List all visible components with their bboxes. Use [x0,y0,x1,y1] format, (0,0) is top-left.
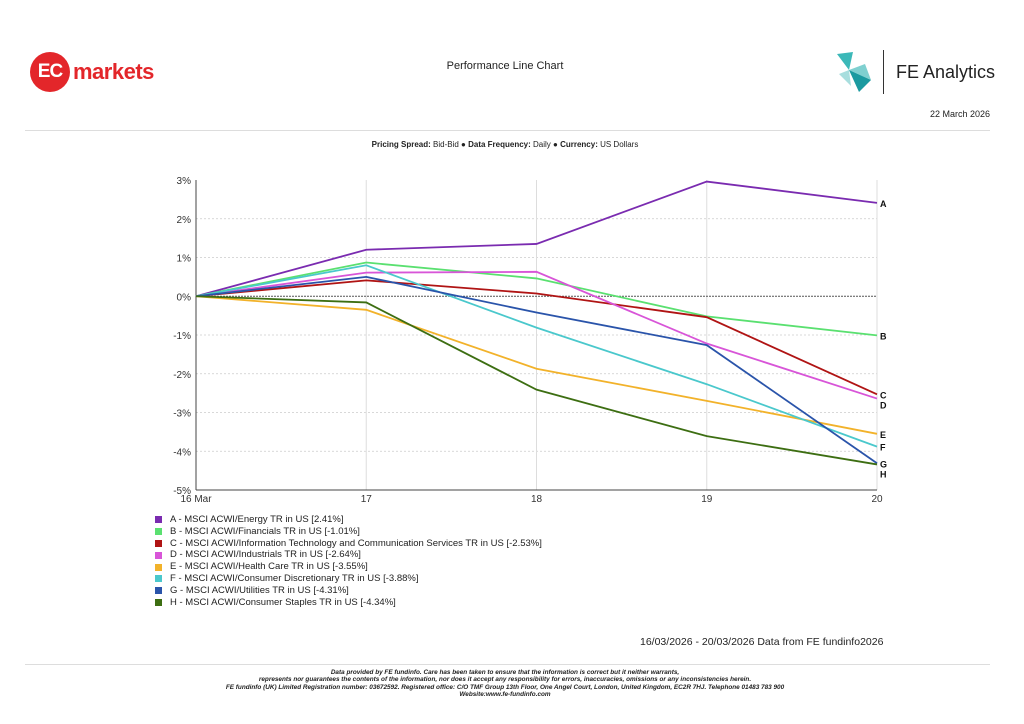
legend-label: B - MSCI ACWI/Financials TR in US [-1.01… [170,525,360,537]
series-line-a [195,180,878,298]
legend-item: C - MSCI ACWI/Information Technology and… [155,538,542,550]
report-date: 22 March 2026 [929,109,990,119]
currency-label: Currency: [560,140,598,149]
fe-analytics-logo: FE Analytics [835,50,995,94]
footer-divider [25,664,990,665]
ec-logo-word: markets [73,59,154,84]
legend-item: F - MSCI ACWI/Consumer Discretionary TR … [155,573,542,585]
y-tick-label: 0% [177,292,192,303]
series-line-e [195,295,878,435]
x-tick-label: 18 [531,494,543,505]
currency-value: US Dollars [597,140,639,149]
legend-swatch [155,575,162,583]
series-end-label: D [880,400,887,410]
legend-swatch [155,516,162,524]
legend-label: F - MSCI ACWI/Consumer Discretionary TR … [170,572,419,584]
disclaimer-footer: Data provided by FE fundinfo. Care has b… [0,669,1010,698]
y-tick-label: -5% [173,486,191,497]
footer-line: Data provided by FE fundinfo. Care has b… [330,669,680,676]
y-tick-label: -4% [173,447,191,458]
legend-swatch [155,598,162,606]
frequency-value: Daily ● [530,140,561,149]
footer-line: Website:www.fe-fundinfo.com [459,690,551,698]
series-line-h [195,295,878,466]
legend-swatch [155,528,162,536]
date-range-note: 16/03/2026 - 20/03/2026 Data from FE fun… [640,636,884,648]
legend-label: E - MSCI ACWI/Health Care TR in US [-3.5… [170,561,368,573]
series-line-c [195,279,878,396]
legend-item: B - MSCI ACWI/Financials TR in US [-1.01… [155,526,542,538]
legend-swatch [155,563,162,571]
legend-label: H - MSCI ACWI/Consumer Staples TR in US … [170,596,396,608]
x-tick-label: 16 Mar [180,494,212,505]
legend-item: H - MSCI ACWI/Consumer Staples TR in US … [155,597,542,609]
legend-label: C - MSCI ACWI/Information Technology and… [170,537,542,549]
series-line-g [195,275,878,465]
legend-label: D - MSCI ACWI/Industrials TR in US [-2.6… [170,549,361,561]
x-tick-label: 17 [361,494,373,505]
page-title: Performance Line Chart [446,60,564,72]
y-tick-label: -1% [173,331,191,342]
series-end-label: G [880,459,887,469]
series-line-f [195,264,878,448]
y-tick-label: 1% [177,254,192,265]
fe-logo-icon [837,52,871,92]
legend-item: E - MSCI ACWI/Health Care TR in US [-3.5… [155,561,542,573]
legend-item: G - MSCI ACWI/Utilities TR in US [-4.31%… [155,585,542,597]
header-divider [25,130,990,131]
fe-logo-text: FE Analytics [896,61,996,82]
series-end-label: F [880,443,886,453]
series-end-label: B [880,331,887,341]
x-tick-label: 19 [701,494,713,505]
y-tick-label: -3% [173,409,191,420]
pricing-info: Pricing Spread: Bid-Bid ● Data Frequency… [0,140,1010,149]
legend-swatch [155,551,162,559]
footer-line: FE fundinfo (UK) Limited Registration nu… [225,683,785,691]
ec-logo-mark: EC [30,52,70,92]
ec-markets-logo: EC markets [30,52,154,92]
legend-swatch [155,539,162,547]
legend-label: A - MSCI ACWI/Energy TR in US [2.41%] [170,514,344,525]
frequency-label: Data Frequency: [468,140,531,149]
series-end-label: C [880,390,887,400]
footer-line: represents nor guarantees the contents o… [258,676,752,684]
chart-legend: A - MSCI ACWI/Energy TR in US [2.41%] B -… [155,514,542,608]
series-end-label: H [880,469,887,479]
logo-divider [883,50,884,94]
series-line-d [195,270,878,400]
y-tick-label: 2% [177,215,192,226]
legend-label: G - MSCI ACWI/Utilities TR in US [-4.31%… [170,584,349,596]
series-end-label: A [880,199,887,209]
pricing-spread-label: Pricing Spread: [371,140,431,149]
y-tick-label: -2% [173,370,191,381]
legend-swatch [155,587,162,595]
x-tick-label: 20 [871,494,883,505]
legend-item: A - MSCI ACWI/Energy TR in US [2.41%] [155,514,542,526]
series-line-b [195,261,878,337]
series-end-label: E [880,430,886,440]
pricing-spread-value: Bid-Bid ● [430,140,469,149]
legend-item: D - MSCI ACWI/Industrials TR in US [-2.6… [155,549,542,561]
y-tick-label: 3% [177,176,192,187]
